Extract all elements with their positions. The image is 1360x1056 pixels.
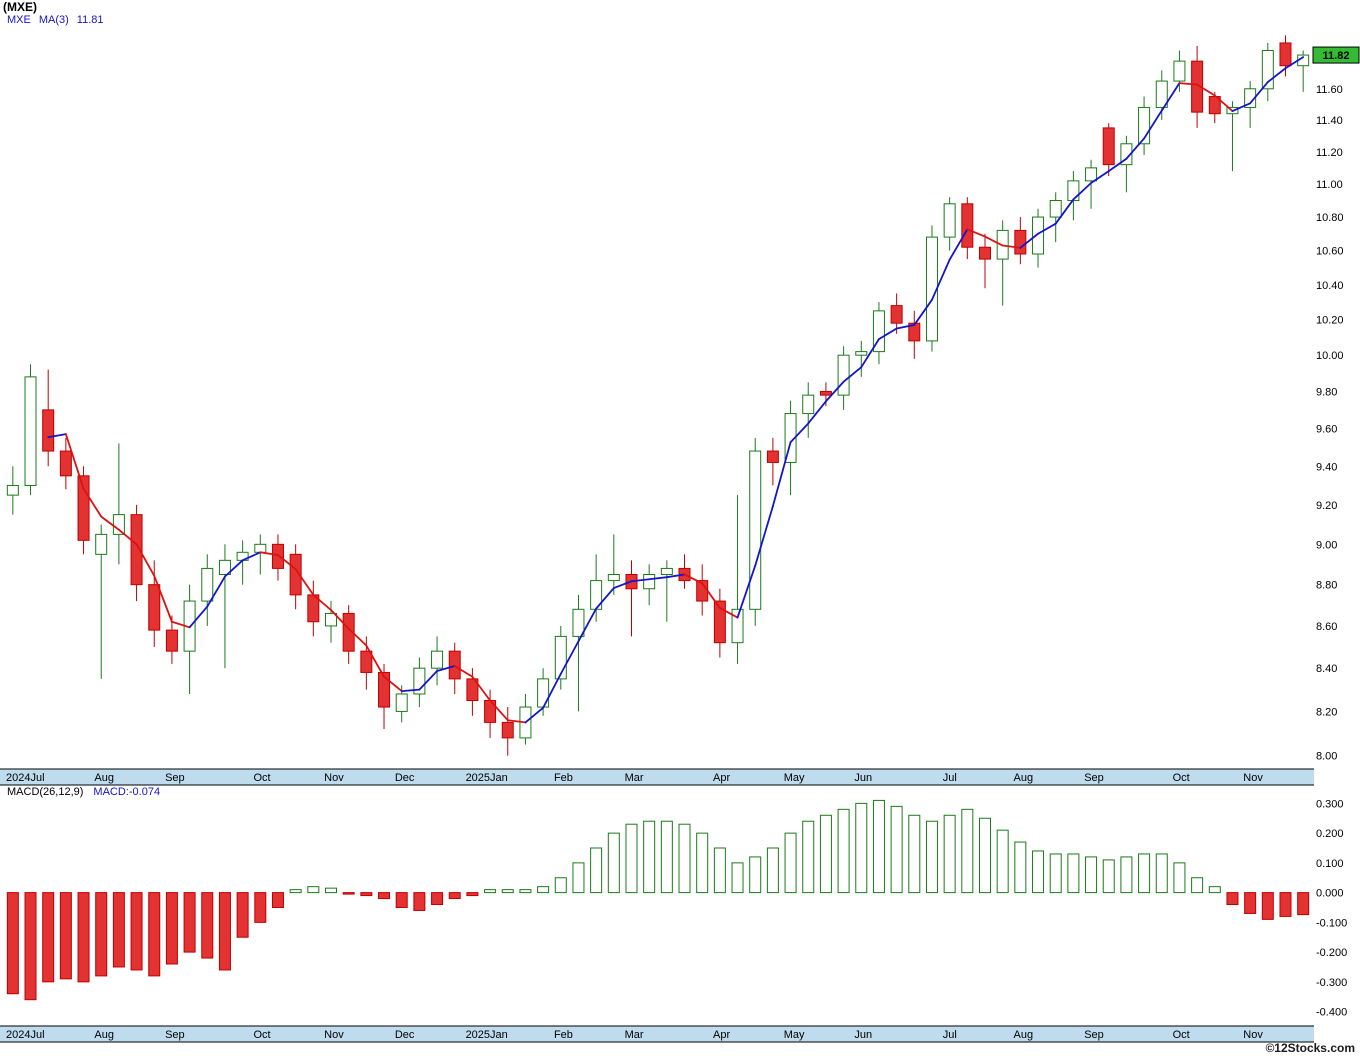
watermark: ©12Stocks.com	[1265, 1041, 1355, 1055]
svg-text:11.20: 11.20	[1316, 147, 1343, 159]
svg-text:8.40: 8.40	[1316, 663, 1337, 675]
svg-text:11.60: 11.60	[1316, 84, 1343, 96]
svg-text:Mar: Mar	[625, 1029, 644, 1041]
macd-params-label: MACD(26,12,9)	[7, 786, 84, 798]
svg-text:Jul: Jul	[943, 1029, 957, 1041]
svg-text:Sep: Sep	[165, 1029, 185, 1041]
svg-text:11.40: 11.40	[1316, 115, 1343, 127]
svg-text:10.60: 10.60	[1316, 246, 1344, 258]
svg-text:Nov: Nov	[1243, 772, 1263, 784]
svg-text:0.000: 0.000	[1316, 888, 1344, 900]
svg-text:10.80: 10.80	[1316, 212, 1344, 224]
svg-text:Sep: Sep	[1084, 1029, 1104, 1041]
svg-text:May: May	[784, 772, 805, 784]
svg-text:Apr: Apr	[713, 772, 730, 784]
svg-text:8.00: 8.00	[1316, 751, 1337, 763]
svg-text:Jun: Jun	[854, 1029, 872, 1041]
svg-text:Dec: Dec	[395, 1029, 415, 1041]
svg-text:Sep: Sep	[165, 772, 185, 784]
svg-text:10.40: 10.40	[1316, 280, 1344, 292]
macd-value-label: MACD:-0.074	[93, 786, 161, 798]
svg-text:Aug: Aug	[94, 772, 114, 784]
svg-text:2024Jul: 2024Jul	[6, 772, 45, 784]
svg-text:Dec: Dec	[395, 772, 415, 784]
symbol-label: MXE	[7, 14, 31, 26]
page-title: (MXE)	[3, 0, 37, 14]
svg-text:Mar: Mar	[625, 772, 644, 784]
svg-text:2024Jul: 2024Jul	[6, 1029, 45, 1041]
svg-text:Aug: Aug	[1014, 772, 1034, 784]
svg-text:May: May	[784, 1029, 805, 1041]
svg-text:8.80: 8.80	[1316, 580, 1337, 592]
svg-text:9.20: 9.20	[1316, 500, 1337, 512]
svg-text:9.80: 9.80	[1316, 386, 1337, 398]
svg-text:8.60: 8.60	[1316, 621, 1337, 633]
svg-text:Jul: Jul	[943, 772, 957, 784]
svg-text:Feb: Feb	[554, 772, 573, 784]
svg-text:Aug: Aug	[94, 1029, 114, 1041]
svg-text:9.00: 9.00	[1316, 539, 1337, 551]
svg-text:Nov: Nov	[1243, 1029, 1263, 1041]
svg-text:Nov: Nov	[324, 772, 344, 784]
svg-text:9.40: 9.40	[1316, 461, 1337, 473]
svg-text:Sep: Sep	[1084, 772, 1104, 784]
svg-text:-0.300: -0.300	[1316, 977, 1347, 989]
svg-text:10.20: 10.20	[1316, 315, 1344, 327]
svg-text:Feb: Feb	[554, 1029, 573, 1041]
svg-text:10.00: 10.00	[1316, 350, 1344, 362]
svg-text:-0.400: -0.400	[1316, 1007, 1347, 1019]
ma-label: MA(3)	[38, 14, 69, 26]
svg-text:-0.200: -0.200	[1316, 947, 1347, 959]
svg-text:Oct: Oct	[1173, 1029, 1190, 1041]
svg-text:8.20: 8.20	[1316, 706, 1337, 718]
svg-text:2025Jan: 2025Jan	[466, 772, 508, 784]
svg-text:2025Jan: 2025Jan	[466, 1029, 508, 1041]
svg-text:-0.100: -0.100	[1316, 917, 1347, 929]
svg-text:0.100: 0.100	[1316, 858, 1344, 870]
ma-value: 11.81	[76, 14, 104, 26]
svg-text:11.82: 11.82	[1323, 50, 1350, 62]
svg-text:11.00: 11.00	[1316, 179, 1343, 191]
svg-text:0.300: 0.300	[1316, 798, 1344, 810]
svg-text:Jun: Jun	[854, 772, 872, 784]
svg-text:Apr: Apr	[713, 1029, 730, 1041]
svg-text:Aug: Aug	[1014, 1029, 1034, 1041]
svg-text:0.200: 0.200	[1316, 828, 1344, 840]
svg-text:Oct: Oct	[253, 772, 270, 784]
svg-text:Oct: Oct	[253, 1029, 270, 1041]
svg-text:Nov: Nov	[324, 1029, 344, 1041]
svg-text:Oct: Oct	[1173, 772, 1190, 784]
macd-legend: MACD(26,12,9) MACD:-0.074	[7, 786, 160, 798]
svg-text:9.60: 9.60	[1316, 423, 1337, 435]
price-legend: MXE MA(3) 11.81	[7, 14, 112, 26]
